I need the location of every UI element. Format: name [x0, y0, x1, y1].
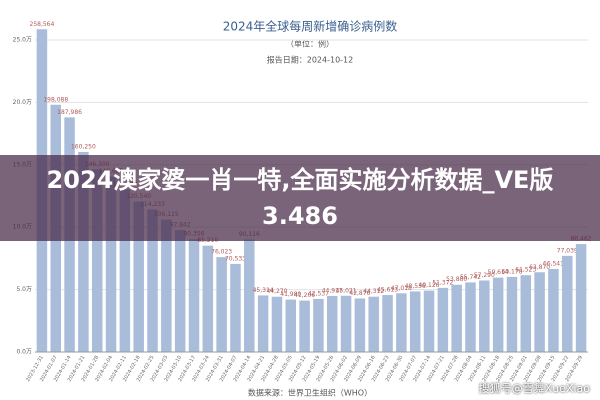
bar: [368, 296, 379, 352]
chart-subtitle: （单位：例）: [286, 39, 334, 49]
bar: [354, 298, 366, 352]
bar: [423, 290, 435, 352]
bar: [78, 151, 89, 352]
data-label: 187,986: [57, 109, 82, 116]
bar: [326, 295, 338, 352]
bar: [230, 263, 241, 352]
y-tick-label: 0.0万: [16, 349, 32, 356]
bar: [534, 272, 545, 352]
bar: [174, 229, 186, 352]
data-label: 51,372: [432, 279, 453, 286]
data-label: 44,917: [322, 287, 343, 294]
bar: [451, 284, 462, 352]
bar: [285, 299, 297, 352]
bar: [382, 295, 393, 352]
bar: [119, 189, 131, 352]
data-label: 63,870: [529, 264, 550, 271]
y-tick-label: 5.0万: [16, 286, 32, 293]
bar: [575, 244, 587, 352]
data-label: 41,206: [294, 292, 315, 299]
data-label: 70,533: [225, 255, 246, 262]
bar: [244, 239, 255, 352]
bar: [257, 295, 269, 352]
bar: [147, 209, 158, 352]
data-label: 198,088: [43, 96, 68, 103]
bar: [396, 293, 407, 352]
bar: [437, 287, 449, 352]
data-label: 258,564: [30, 21, 55, 28]
overlay-banner: 2024澳家婆一肖一特,全面实施分析数据_VE版3.486: [0, 155, 600, 241]
bar: [520, 275, 532, 352]
data-label: 66,541: [543, 260, 564, 267]
data-label: 57,290: [474, 272, 495, 279]
bar: [161, 219, 172, 352]
bar: [562, 255, 573, 352]
bar: [492, 277, 504, 352]
data-label: 41,980: [280, 291, 301, 298]
data-label: 44,312: [363, 288, 384, 295]
bar: [188, 239, 200, 352]
bar: [548, 268, 559, 352]
bar: [271, 296, 283, 352]
bar: [202, 245, 214, 352]
data-label: 45,021: [336, 287, 357, 294]
data-label: 160,250: [71, 143, 96, 150]
data-label: 45,613: [377, 287, 398, 294]
overlay-title: 2024澳家婆一肖一特,全面实施分析数据_VE版3.486: [46, 166, 554, 230]
y-tick-label: 20.0万: [13, 99, 32, 106]
data-label: 49,126: [419, 282, 440, 289]
y-tick-label: 25.0万: [13, 36, 32, 43]
report-date: 报告日期：2024-10-12: [267, 55, 354, 65]
data-label: 53,880: [446, 276, 467, 283]
data-label: 47,018: [391, 285, 412, 292]
data-label: 42,876: [349, 290, 370, 297]
bar: [313, 298, 324, 352]
data-label: 55,742: [460, 274, 481, 281]
watermark: 搜狐号@雪舞XueXiao: [478, 382, 590, 395]
source: 数据来源：世界卫生组织（WHO）: [248, 388, 372, 398]
bar: [105, 176, 117, 352]
bar: [479, 280, 490, 352]
data-label: 77,039: [557, 247, 578, 254]
data-label: 76,023: [211, 249, 232, 256]
bar: [91, 169, 103, 352]
data-label: 45,314: [253, 287, 274, 294]
bar: [409, 291, 421, 352]
bar: [465, 282, 476, 352]
bar: [506, 276, 518, 352]
data-label: 59,614: [488, 269, 509, 276]
bar: [340, 295, 352, 352]
data-label: 42,537: [308, 290, 329, 297]
data-label: 48,536: [405, 283, 426, 290]
chart-title: 2024年全球每周新增确诊病例数: [223, 19, 398, 34]
bar: [133, 201, 144, 352]
data-label: 44,270: [266, 288, 287, 295]
bar: [299, 300, 310, 352]
data-label: 60,178: [501, 268, 522, 275]
bar: [216, 257, 227, 352]
data-label: 61,523: [515, 267, 536, 274]
